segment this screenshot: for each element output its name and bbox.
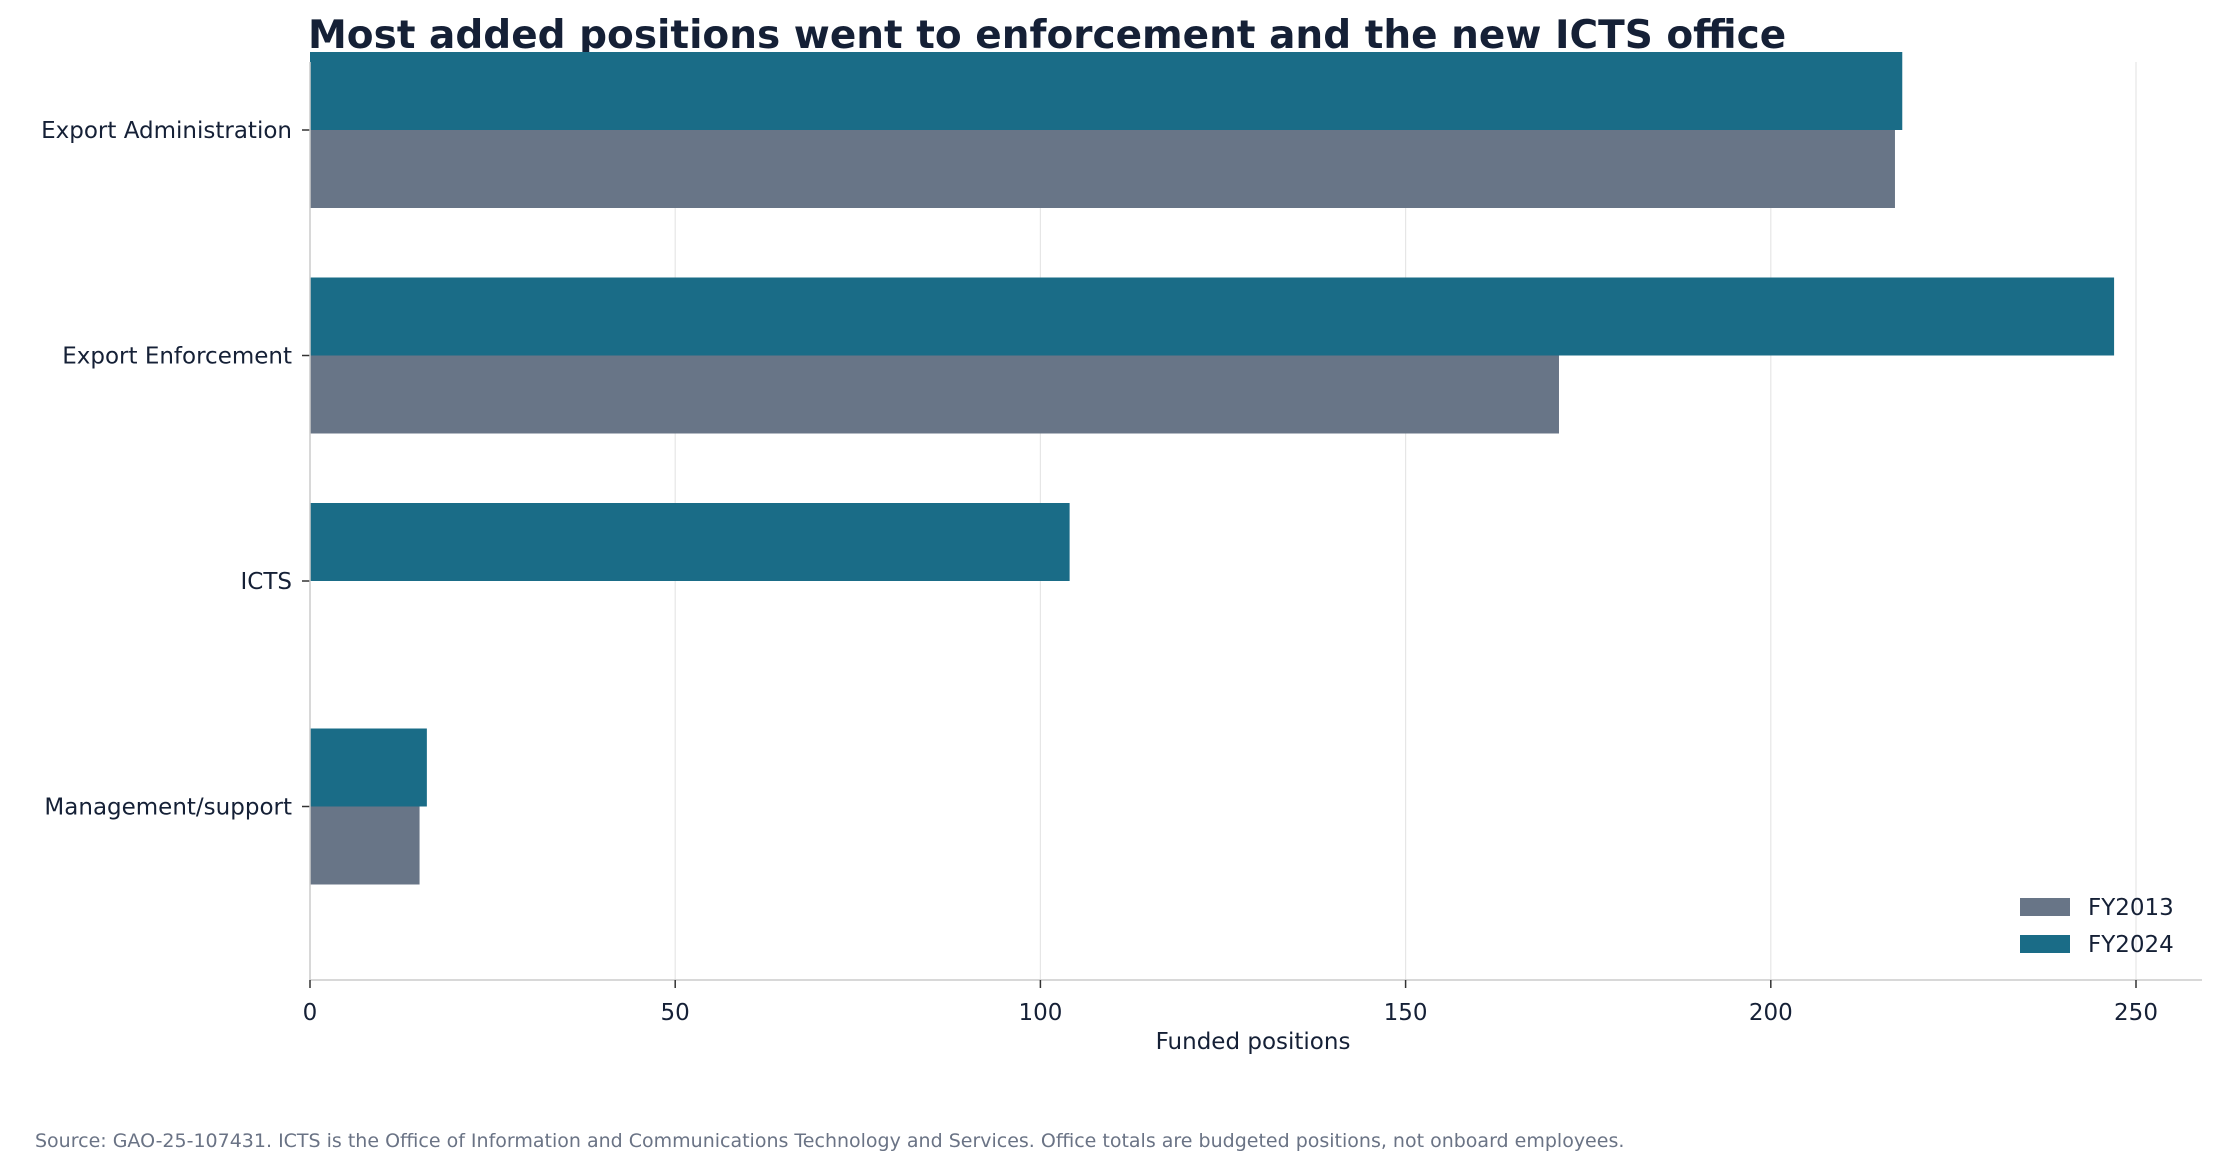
x-tick-label-150: 150 (1384, 1000, 1428, 1026)
x-tick-label-200: 200 (1749, 1000, 1793, 1026)
legend-label-fy2013: FY2013 (2088, 895, 2174, 921)
bar-fy2013-export-enforcement (310, 355, 1559, 434)
y-tick-label-export-enforcement: Export Enforcement (62, 344, 292, 370)
legend: FY2013 FY2024 (2020, 895, 2174, 958)
y-tick-label-export-administration: Export Administration (41, 118, 292, 144)
chart-title: Most added positions went to enforcement… (308, 13, 1786, 58)
y-tick-label-icts: ICTS (241, 569, 293, 595)
source-note: Source: GAO-25-107431. ICTS is the Offic… (35, 1130, 1624, 1152)
x-axis-label: Funded positions (1156, 1029, 1351, 1055)
bars (310, 52, 2115, 885)
bar-fy2013-management-support (310, 806, 420, 885)
bar-fy2024-export-enforcement (310, 277, 2115, 356)
bar-fy2024-icts (310, 503, 1070, 581)
legend-swatch-fy2013 (2020, 898, 2070, 916)
legend-label-fy2024: FY2024 (2088, 932, 2174, 958)
y-tick-label-management-support: Management/support (44, 795, 292, 821)
legend-swatch-fy2024 (2020, 935, 2070, 953)
axes: Export Administration Export Enforcement I… (41, 62, 2202, 1026)
bar-fy2024-management-support (310, 728, 427, 807)
x-tick-label-50: 50 (661, 1000, 690, 1026)
gridlines (674, 62, 2137, 980)
x-tick-label-0: 0 (303, 1000, 318, 1026)
bar-fy2024-export-administration (310, 52, 1903, 130)
x-tick-label-100: 100 (1018, 1000, 1062, 1026)
x-tick-label-250: 250 (2114, 1000, 2158, 1026)
bar-fy2013-export-administration (310, 130, 1895, 208)
